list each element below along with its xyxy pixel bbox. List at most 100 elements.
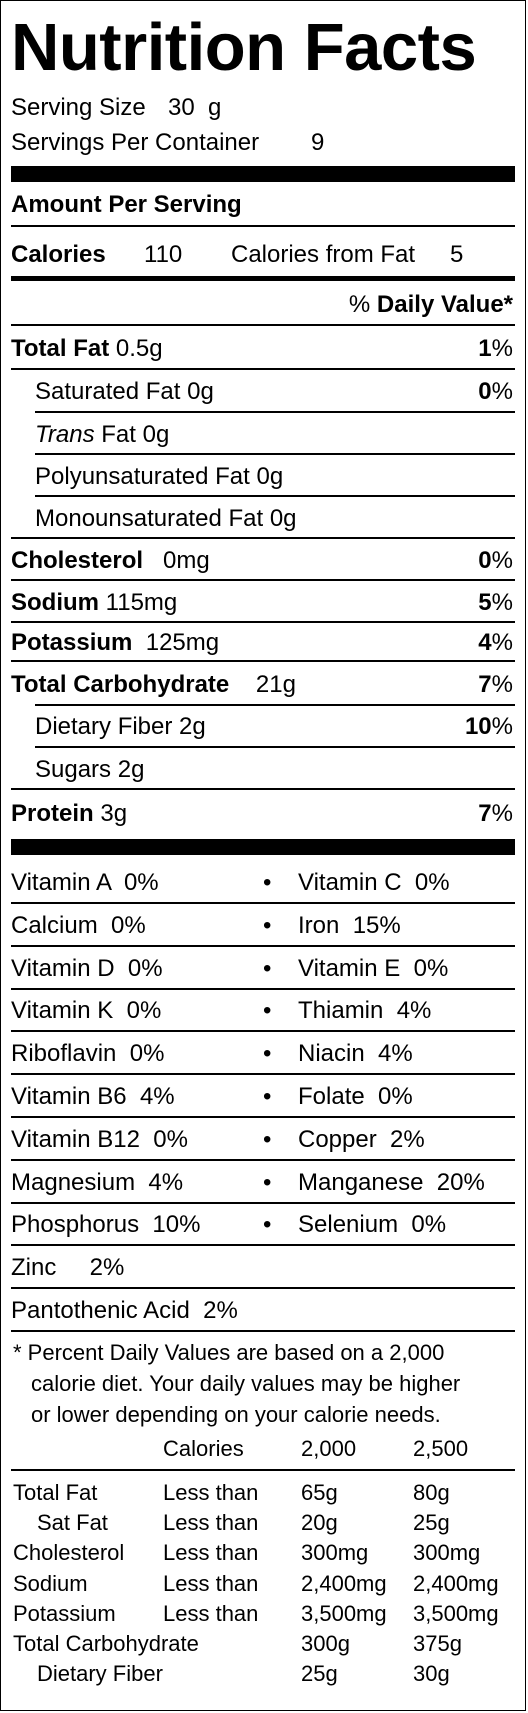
- serving-size-value: 30 g: [168, 94, 222, 121]
- divider: [11, 1330, 515, 1332]
- divider: [11, 988, 515, 990]
- dv-sodium: 5%: [478, 589, 513, 616]
- bullet-icon: •: [263, 1040, 272, 1067]
- serving-size-label: Serving Size: [11, 94, 146, 121]
- vitamin-right-item: Thiamin 4%: [298, 997, 432, 1024]
- divider: [35, 746, 515, 748]
- dv-dietary-fiber: 10%: [464, 713, 513, 740]
- dv-total-fat: 1%: [478, 335, 513, 362]
- nutrient-potassium: Potassium 125mg: [11, 629, 220, 656]
- ref-cell-v1: 20g: [301, 1510, 338, 1535]
- divider: [11, 1469, 515, 1471]
- divider: [11, 621, 515, 623]
- vitamin-left-item: Pantothenic Acid 2%: [11, 1297, 238, 1324]
- nutrient-polyunsaturated-fat: Polyunsaturated Fat 0g: [35, 463, 284, 490]
- thick-divider: [11, 166, 515, 182]
- divider: [11, 1073, 515, 1075]
- vitamin-left-item: Phosphorus 10%: [11, 1211, 201, 1238]
- ref-cell-v1: 3,500mg: [301, 1601, 387, 1626]
- bullet-icon: •: [263, 869, 272, 896]
- divider: [35, 411, 515, 413]
- divider: [11, 1159, 515, 1161]
- bullet-icon: •: [263, 912, 272, 939]
- ref-cell-name: Total Carbohydrate: [13, 1631, 199, 1656]
- ref-cell-v1: 2,400mg: [301, 1571, 387, 1596]
- dv-label: Daily Value*: [376, 291, 513, 318]
- daily-value-header: % Daily Value*: [349, 291, 513, 319]
- ref-cell-name: Dietary Fiber: [37, 1661, 163, 1686]
- ref-cell-cond: Less than: [163, 1510, 259, 1535]
- calories-fat-label: Calories from Fat: [231, 241, 416, 268]
- divider: [11, 1116, 515, 1118]
- divider: [11, 902, 515, 904]
- ref-header-calories: Calories: [163, 1436, 244, 1461]
- nutrient-sugars: Sugars 2g: [35, 756, 145, 783]
- divider: [11, 1030, 515, 1032]
- divider: [11, 660, 515, 662]
- dv-saturated-fat: 0%: [478, 378, 513, 405]
- divider: [35, 453, 515, 455]
- vitamin-left-item: Calcium 0%: [11, 912, 146, 939]
- vitamin-left-item: Vitamin B6 4%: [11, 1083, 175, 1110]
- bullet-icon: •: [263, 997, 272, 1024]
- ref-cell-name: Sodium: [13, 1571, 88, 1596]
- divider: [11, 368, 515, 370]
- nutrient-total-fat: Total Fat 0.5g: [11, 335, 163, 362]
- label-title: Nutrition Facts: [11, 10, 477, 85]
- nutrient-cholesterol: Cholesterol 0mg: [11, 547, 210, 574]
- divider: [11, 945, 515, 947]
- vitamin-left-item: Vitamin A 0%: [11, 869, 159, 896]
- ref-cell-v1: 300mg: [301, 1540, 369, 1565]
- vitamin-left-item: Riboflavin 0%: [11, 1040, 165, 1067]
- ref-cell-v2: 3,500mg: [413, 1601, 499, 1626]
- divider: [11, 579, 515, 581]
- ref-cell-v1: 25g: [301, 1661, 338, 1686]
- ref-cell-v2: 2,400mg: [413, 1571, 499, 1596]
- vitamin-right-item: Niacin 4%: [298, 1040, 413, 1067]
- dv-potassium: 4%: [478, 629, 513, 656]
- ref-cell-name: Cholesterol: [13, 1540, 125, 1565]
- divider: [11, 1202, 515, 1204]
- bullet-icon: •: [263, 1083, 272, 1110]
- divider: [11, 1287, 515, 1289]
- dv-total-carbohydrate: 7%: [478, 671, 513, 698]
- footnote-line-3: or lower depending on your calorie needs…: [31, 1402, 441, 1427]
- dv-protein: 7%: [478, 800, 513, 827]
- ref-cell-cond: Less than: [163, 1601, 259, 1626]
- ref-cell-v2: 30g: [413, 1661, 450, 1686]
- vitamin-right-item: Manganese 20%: [298, 1169, 485, 1196]
- nutrient-saturated-fat: Saturated Fat 0g: [35, 378, 214, 405]
- bullet-icon: •: [263, 955, 272, 982]
- divider: [11, 1244, 515, 1246]
- divider: [35, 495, 515, 497]
- vitamin-right-item: Vitamin E 0%: [298, 955, 449, 982]
- vitamin-right-item: Iron 15%: [298, 912, 401, 939]
- nutrient-dietary-fiber: Dietary Fiber 2g: [35, 713, 206, 740]
- bullet-icon: •: [263, 1211, 272, 1238]
- calories-label: Calories: [11, 241, 106, 268]
- ref-header-2500: 2,500: [413, 1436, 469, 1461]
- footnote-line-1: * Percent Daily Values are based on a 2,…: [13, 1340, 445, 1365]
- thick-divider: [11, 839, 515, 855]
- ref-cell-v2: 25g: [413, 1510, 450, 1535]
- bullet-icon: •: [263, 1126, 272, 1153]
- ref-cell-name: Total Fat: [13, 1480, 98, 1505]
- ref-cell-v1: 300g: [301, 1631, 350, 1656]
- vitamin-left-item: Vitamin B12 0%: [11, 1126, 188, 1153]
- ref-cell-cond: Less than: [163, 1540, 259, 1565]
- bullet-icon: •: [263, 1169, 272, 1196]
- footnote-line-2: calorie diet. Your daily values may be h…: [31, 1371, 461, 1396]
- dv-cholesterol: 0%: [478, 547, 513, 574]
- nutrient-protein: Protein 3g: [11, 800, 128, 827]
- vitamin-right-item: Folate 0%: [298, 1083, 413, 1110]
- divider: [35, 704, 515, 706]
- ref-cell-v2: 80g: [413, 1480, 450, 1505]
- ref-cell-cond: Less than: [163, 1571, 259, 1596]
- amount-per-serving: Amount Per Serving: [11, 191, 242, 218]
- dv-percent: %: [348, 291, 371, 318]
- divider: [11, 225, 515, 227]
- servings-label: Servings Per Container: [11, 129, 260, 156]
- ref-cell-cond: Less than: [163, 1480, 259, 1505]
- ref-cell-v2: 300mg: [413, 1540, 481, 1565]
- calories-fat-value: 5: [450, 241, 464, 268]
